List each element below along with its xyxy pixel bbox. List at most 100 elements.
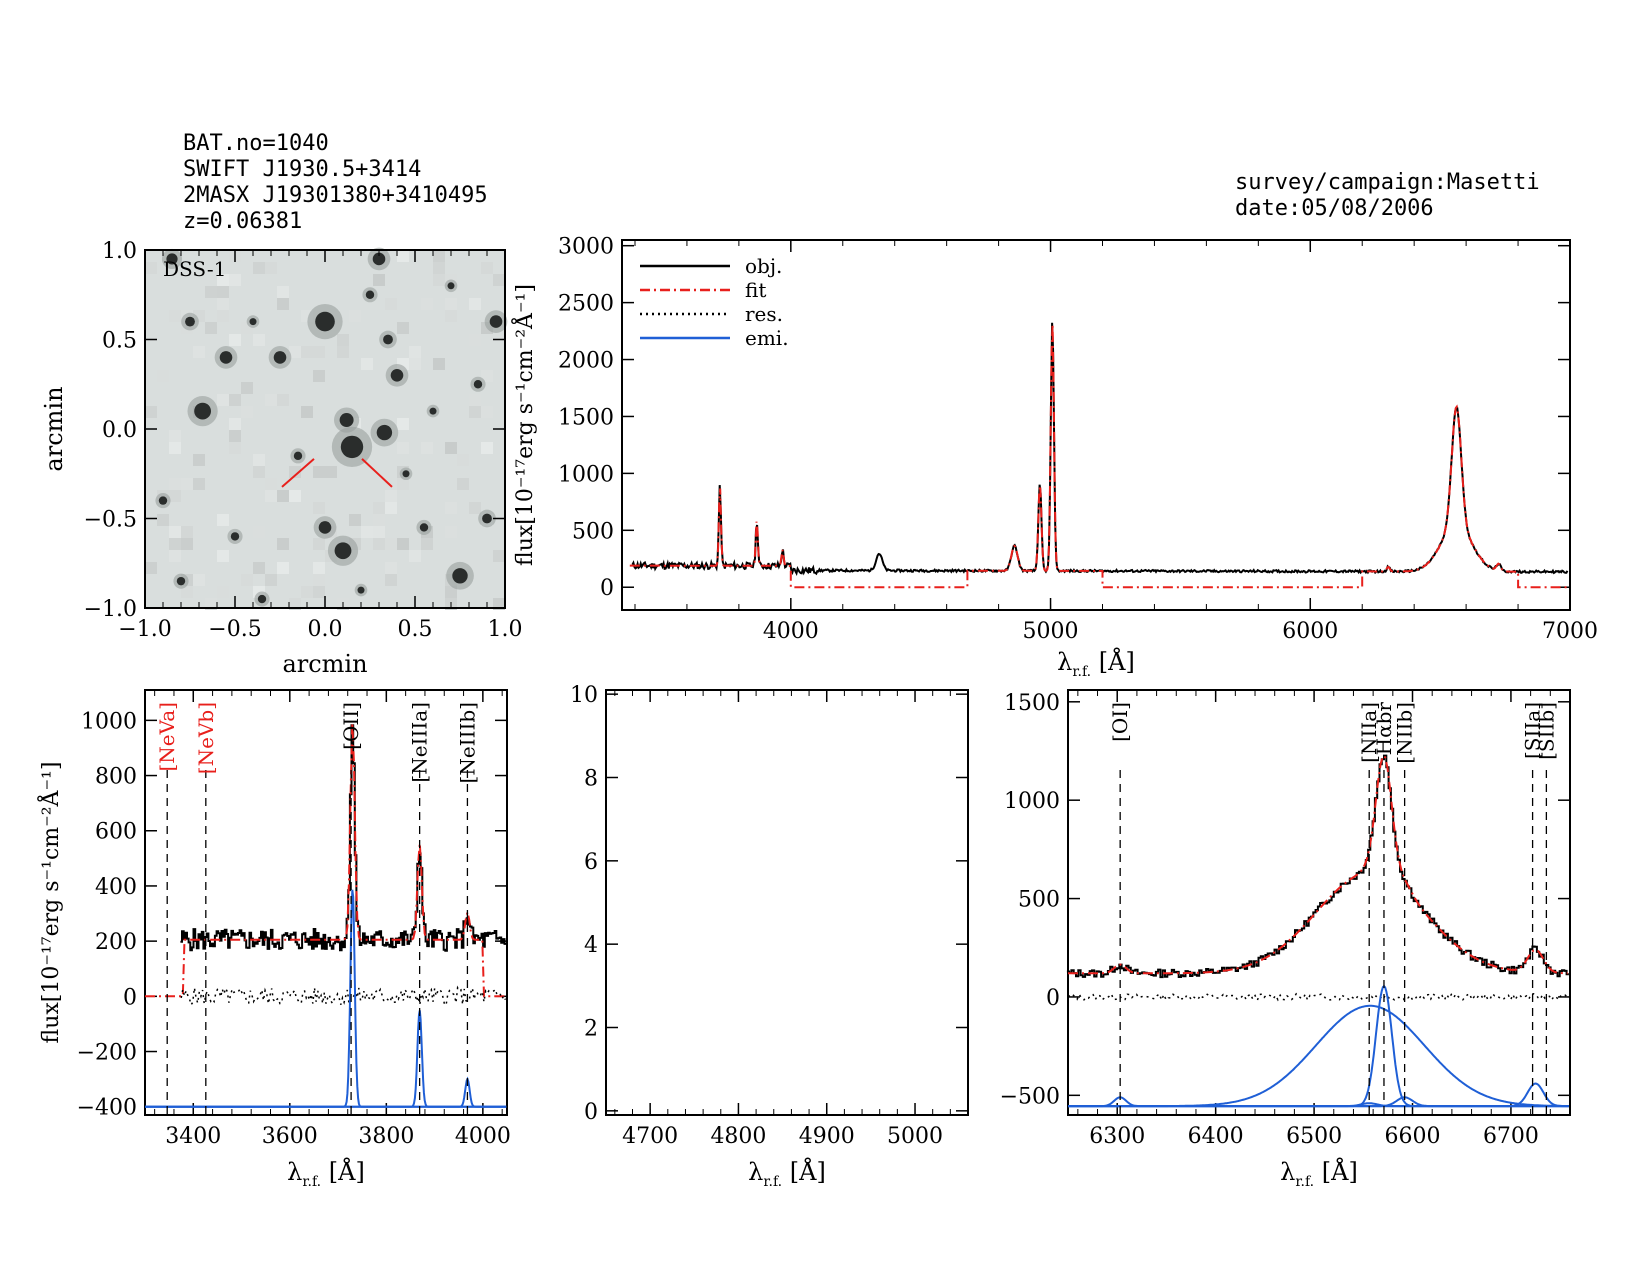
blue-obj-spectrum <box>180 724 507 952</box>
dss-pixel <box>241 406 253 418</box>
dss-pixel <box>229 394 241 406</box>
dss-star <box>376 424 393 441</box>
dss-pixel <box>301 346 313 358</box>
dss-pixel <box>145 262 157 274</box>
legend-label-1: fit <box>745 278 766 302</box>
dss-pixel <box>253 526 265 538</box>
dss-pixel <box>385 490 397 502</box>
full-ytick-label: 500 <box>572 519 614 544</box>
dss-pixel <box>205 322 217 334</box>
dss-pixel <box>481 370 493 382</box>
halpha-xtick-label: 6300 <box>1089 1124 1145 1149</box>
dss-pixel <box>397 478 409 490</box>
object-info: BAT.no=1040 SWIFT J1930.5+3414 2MASX J1930… <box>183 131 488 235</box>
halpha-emission-component-5 <box>1068 1082 1569 1108</box>
dss-pixel <box>253 562 265 574</box>
dss-pixel <box>253 262 265 274</box>
full-ytick-label: 2500 <box>558 292 614 317</box>
dss-pixel <box>373 538 385 550</box>
halpha-obj-spectrum <box>1066 754 1569 979</box>
hbeta-ytick-label: 6 <box>584 850 598 875</box>
dss-star <box>334 542 352 560</box>
hbeta-ytick-label: 10 <box>570 683 598 708</box>
blue-ytick-label: 0 <box>123 985 137 1010</box>
dss-pixel <box>193 454 205 466</box>
blue-marker-label: [OII] <box>339 702 363 750</box>
dss-pixel <box>169 310 181 322</box>
dss-pixel <box>445 502 457 514</box>
dss-pixel <box>277 562 289 574</box>
halpha-emission-component-2 <box>1068 984 1569 1108</box>
blue-xtick-label: 3800 <box>358 1124 414 1149</box>
full-xtick-label: 7000 <box>1542 619 1598 644</box>
dss-ylabel: arcmin <box>40 386 68 471</box>
dss-target-marker-left <box>281 458 315 488</box>
halpha-emission-component-1 <box>1068 1004 1569 1108</box>
dss-star <box>176 576 186 586</box>
blue-marker-label: [NeVa] <box>155 702 179 771</box>
dss-pixel <box>385 538 397 550</box>
dss-star <box>372 252 386 266</box>
dss-ytick-label: 1.0 <box>102 239 137 264</box>
blue-marker-label: [NeIIIb] <box>455 702 479 783</box>
dss-pixel <box>289 466 301 478</box>
dss-star <box>339 413 354 428</box>
dss-pixel <box>325 466 337 478</box>
dss-target-marker-right <box>361 458 393 488</box>
dss-star <box>219 351 233 364</box>
dss-star <box>419 523 429 532</box>
hbeta-xtick-label: 4900 <box>799 1124 855 1149</box>
blue-marker-label: [NeIIIa] <box>408 702 432 783</box>
dss-star <box>185 316 195 327</box>
blue-emission-component-0 <box>145 889 507 1108</box>
bat-number: BAT.no=1040 <box>183 131 329 156</box>
blue-residuals <box>180 985 507 1007</box>
dss-pixel <box>397 322 409 334</box>
dss-star <box>402 470 410 478</box>
dss-pixel <box>277 286 289 298</box>
halpha-marker-label: [NIIb] <box>1393 702 1417 764</box>
halpha-marker-label: [SIIa] <box>1521 702 1545 759</box>
dss-star <box>482 513 492 524</box>
dss-pixel <box>481 406 493 418</box>
dss-pixel <box>181 538 193 550</box>
dss-pixel <box>409 346 421 358</box>
halpha-marker-label: [NIIa] <box>1357 702 1381 763</box>
dss-pixel <box>493 550 505 562</box>
dss-pixel <box>313 466 325 478</box>
blue-xlabel: λr.f. [Å] <box>287 1157 365 1190</box>
dss-pixel <box>397 418 409 430</box>
dss-pixel <box>169 538 181 550</box>
dss-pixel <box>265 262 277 274</box>
dss-pixel <box>157 370 169 382</box>
dss-axes: −1.0 −0.5 0.0 0.5 1.0 −1.0 −0.5 0.0 0.5 1.0 <box>84 239 523 642</box>
dss-pixel <box>193 478 205 490</box>
dss-pixel <box>277 298 289 310</box>
dss-pixel <box>409 358 421 370</box>
halpha-xlabel: λr.f. [Å] <box>1280 1157 1358 1190</box>
dss-star <box>318 521 332 534</box>
dss-pixel <box>193 574 205 586</box>
survey-campaign: survey/campaign:Masetti <box>1235 170 1540 195</box>
dss-pixel <box>433 358 445 370</box>
dss-pixel <box>469 406 481 418</box>
dss-star <box>249 318 257 326</box>
dss-star <box>340 435 364 459</box>
dss-pixel <box>421 538 433 550</box>
blue-marker-label: [NeVb] <box>194 702 218 774</box>
dss-pixel <box>421 442 433 454</box>
dss-pixel <box>349 514 361 526</box>
survey-info: survey/campaign:Masetti date:05/08/2006 <box>1235 170 1540 222</box>
hbeta-axes: 4700 4800 4900 5000 0 2 4 6 8 10 <box>570 683 969 1149</box>
dss-star <box>489 315 503 328</box>
dss-ytick-label: 0.5 <box>102 329 137 354</box>
dss-pixel <box>157 514 169 526</box>
dss-pixel <box>301 586 313 598</box>
dss-xtick-label: 0.0 <box>308 617 343 642</box>
halpha-frame <box>1067 689 1571 1116</box>
dss-pixel <box>277 490 289 502</box>
dss-pixel <box>181 586 193 598</box>
dss-pixel <box>433 274 445 286</box>
dss-star <box>315 311 335 332</box>
